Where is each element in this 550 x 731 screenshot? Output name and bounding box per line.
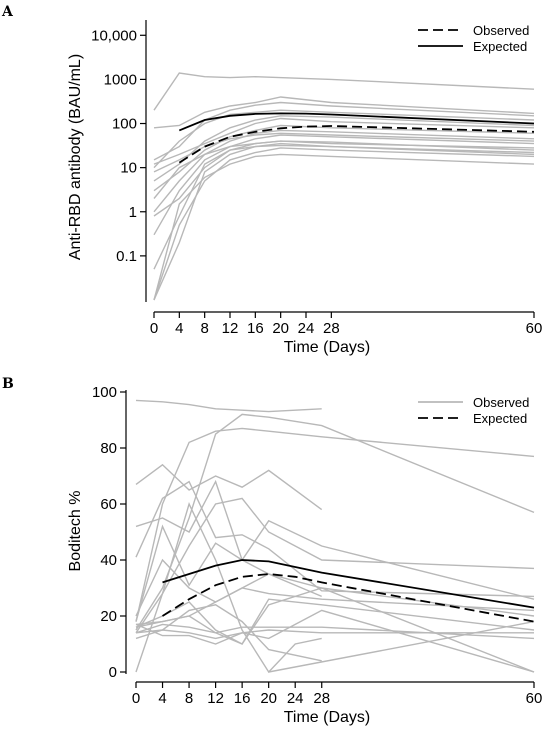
y-tick-label: 80 <box>100 440 117 457</box>
x-tick-label: 28 <box>313 690 330 707</box>
individual-line-11 <box>135 623 535 640</box>
individual-line-16 <box>135 629 534 640</box>
individual-line-2 <box>135 427 535 622</box>
individual-line-4 <box>153 109 535 169</box>
individual-line-13 <box>153 117 535 165</box>
x-tick-label: 0 <box>132 690 140 707</box>
y-tick-label: 100 <box>92 384 117 401</box>
individual-line-17 <box>268 620 535 673</box>
y-tick-label: 60 <box>100 496 117 513</box>
panel-a-label: A <box>1 4 14 20</box>
panel-a-legend: Observed Expected <box>418 23 529 54</box>
x-tick-label: 60 <box>526 690 543 707</box>
panel-b-legend-observed: Observed <box>473 395 529 410</box>
individual-line-7 <box>135 519 535 622</box>
y-tick-label: 100 <box>112 116 137 133</box>
x-tick-label: 28 <box>323 320 340 337</box>
panel-b-legend-expected: Expected <box>473 411 527 426</box>
individual-line-1 <box>135 399 322 413</box>
x-tick-label: 20 <box>260 690 277 707</box>
y-tick-label: 1000 <box>104 71 137 88</box>
individual-line-3 <box>153 101 535 161</box>
panel-b-legend: Observed Expected <box>418 395 529 426</box>
panel-b-axes: 0 20 40 60 80 100 0 4 8 12 16 20 24 28 60 <box>92 384 542 707</box>
individual-line-15 <box>153 140 535 199</box>
panel-a-y-axis-title: Anti-RBD antibody (BAU/mL) <box>67 54 84 260</box>
series-line-observed <box>178 125 535 164</box>
y-tick-label: 40 <box>100 552 117 569</box>
series-line-expected <box>178 112 535 132</box>
individual-line-10 <box>153 142 535 301</box>
individual-line-6 <box>135 480 535 598</box>
panel-b-y-axis-title: Boditech % <box>67 491 84 572</box>
series-line-expected <box>162 573 535 623</box>
panel-a-x-axis-title: Time (Days) <box>284 339 371 356</box>
x-tick-label: 12 <box>222 320 239 337</box>
x-tick-label: 16 <box>247 320 264 337</box>
individual-line-9 <box>153 140 535 217</box>
x-tick-label: 8 <box>200 320 208 337</box>
panel-a-series <box>178 112 535 164</box>
x-tick-label: 12 <box>207 690 224 707</box>
individual-line-2 <box>153 96 535 129</box>
x-tick-label: 8 <box>185 690 193 707</box>
panel-b-x-axis-title: Time (Days) <box>284 709 371 726</box>
individual-line-16 <box>153 144 535 270</box>
panel-b-label: B <box>2 376 14 392</box>
individual-line-5 <box>135 479 322 598</box>
panel-b-individual-lines <box>135 399 535 674</box>
x-tick-label: 16 <box>234 690 251 707</box>
x-tick-label: 4 <box>158 690 166 707</box>
individual-line-12 <box>153 153 535 301</box>
panel-b: B 0 20 40 60 80 100 0 4 8 12 16 20 24 28 60 Time (Days… <box>2 376 542 726</box>
panel-a-legend-expected: Expected <box>473 39 527 54</box>
y-tick-label: 0.1 <box>116 248 137 265</box>
individual-line-18 <box>135 587 535 673</box>
x-tick-label: 20 <box>272 320 289 337</box>
x-tick-label: 4 <box>175 320 183 337</box>
individual-line-8 <box>135 497 535 634</box>
individual-line-1 <box>153 72 535 111</box>
y-tick-label: 10,000 <box>91 27 137 44</box>
panel-b-series <box>162 559 535 623</box>
y-tick-label: 1 <box>129 204 137 221</box>
individual-line-14 <box>153 132 535 173</box>
y-tick-label: 0 <box>109 664 117 681</box>
y-tick-label: 20 <box>100 608 117 625</box>
individual-line-11 <box>153 147 535 301</box>
individual-line-8 <box>153 134 535 236</box>
panel-a-individual-lines <box>153 72 535 301</box>
individual-line-12 <box>135 604 322 662</box>
panel-a-axes: 0.1 1 10 100 1000 10,000 0 4 8 12 16 20 24 28 60 <box>91 20 542 337</box>
panel-a: A 0.1 1 10 100 1000 10,000 0 4 8 12 16 20 24 28 60 Tim… <box>1 4 542 356</box>
x-tick-label: 24 <box>298 320 315 337</box>
panel-a-legend-observed: Observed <box>473 23 529 38</box>
x-tick-label: 24 <box>287 690 304 707</box>
individual-line-4 <box>135 463 323 511</box>
x-tick-label: 0 <box>150 320 158 337</box>
individual-line-6 <box>153 124 535 192</box>
series-line-summary-2 <box>162 559 535 609</box>
x-tick-label: 60 <box>526 320 543 337</box>
y-tick-label: 10 <box>120 160 137 177</box>
